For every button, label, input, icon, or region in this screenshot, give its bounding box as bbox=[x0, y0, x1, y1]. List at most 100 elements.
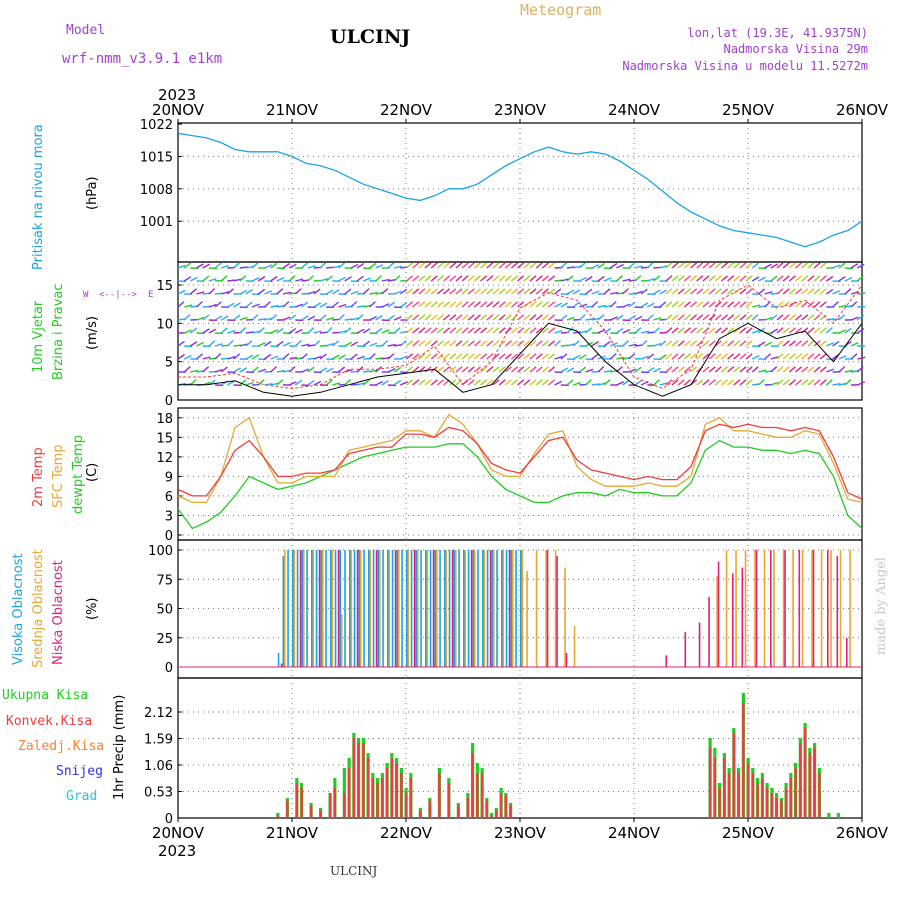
cloud-bar bbox=[358, 550, 361, 667]
wind-arrow bbox=[510, 327, 519, 334]
precip-bar bbox=[784, 788, 788, 818]
wind-arrow bbox=[665, 340, 673, 347]
wind-arrow bbox=[282, 342, 291, 347]
wind-arrow bbox=[819, 340, 827, 347]
wind-arrow bbox=[239, 316, 248, 321]
wind-arrow bbox=[739, 262, 747, 269]
temp-side-label-2: SFC Temp bbox=[51, 444, 66, 508]
wind-arrow bbox=[696, 314, 704, 321]
wind-arrow bbox=[671, 288, 679, 295]
cloud-side-label-2: Srednja Oblacnost bbox=[31, 549, 46, 668]
gridlines bbox=[178, 123, 862, 818]
wind-arrow bbox=[554, 380, 563, 386]
wind-arrow bbox=[523, 288, 531, 295]
wind-arrow bbox=[535, 301, 543, 308]
wind-arrow bbox=[344, 368, 353, 373]
precip-bar bbox=[319, 810, 322, 818]
wind-arrow bbox=[708, 353, 716, 360]
wind-arrow bbox=[430, 262, 438, 269]
precip-bar bbox=[476, 773, 479, 818]
precip-bar bbox=[723, 758, 726, 818]
precip-bar bbox=[708, 748, 712, 818]
wind-arrow bbox=[788, 262, 796, 269]
wind-arrow bbox=[838, 366, 846, 373]
wind-arrow bbox=[449, 327, 457, 334]
wind-arrow bbox=[295, 303, 304, 308]
wind-arrow bbox=[560, 278, 569, 282]
wind-arrow bbox=[758, 288, 766, 295]
wind-arrow bbox=[406, 340, 414, 347]
wind-arrow bbox=[616, 314, 624, 321]
wind-arrow bbox=[548, 288, 556, 295]
wind-arrow bbox=[467, 301, 475, 308]
wind-arrow bbox=[677, 314, 685, 321]
wind-arrow bbox=[634, 327, 642, 334]
wind-arrow bbox=[690, 314, 698, 321]
wind-arrow bbox=[498, 366, 506, 373]
footer-station: ULCINJ bbox=[330, 864, 378, 878]
cloud-bar bbox=[770, 550, 772, 667]
wind-arrow bbox=[659, 354, 667, 360]
wind-arrow bbox=[727, 314, 735, 321]
cloud-bar bbox=[341, 614, 343, 667]
wind-arrow bbox=[677, 327, 685, 334]
wind-arrow bbox=[683, 275, 691, 282]
wind-arrow bbox=[461, 353, 469, 360]
wind-arrow bbox=[579, 276, 587, 282]
altitude-label: Nadmorska Visina 29m bbox=[724, 42, 869, 56]
wind-arrow bbox=[338, 314, 345, 321]
wind-arrow bbox=[529, 340, 537, 347]
wind-arrow bbox=[585, 275, 593, 282]
wind-arrow bbox=[412, 275, 420, 282]
wind-arrow bbox=[801, 275, 809, 282]
wind-arrow bbox=[733, 301, 741, 308]
wind-arrow bbox=[467, 340, 475, 347]
x-tick-label-top: 20NOV bbox=[152, 101, 205, 119]
wind-arrow bbox=[560, 367, 569, 373]
wind-arrow bbox=[510, 275, 519, 282]
wind-arrow bbox=[813, 366, 821, 373]
wind-arrow bbox=[727, 340, 735, 347]
y-tick-label: 15 bbox=[156, 279, 173, 294]
wind-arrow bbox=[782, 366, 790, 373]
wind-arrow bbox=[603, 288, 611, 295]
wind-arrow bbox=[578, 314, 586, 321]
wind-arrow bbox=[548, 327, 556, 334]
wind-arrow bbox=[313, 380, 322, 386]
wind-arrow bbox=[683, 288, 691, 295]
wind-arrow bbox=[282, 353, 290, 360]
cloud-bar bbox=[716, 575, 718, 667]
wind-arrow bbox=[331, 301, 340, 308]
precip-bar bbox=[499, 793, 503, 818]
wind-arrow bbox=[319, 367, 328, 373]
wind-arrow bbox=[776, 301, 784, 308]
pressure-side-label: Pritisak na nivou mora bbox=[31, 124, 46, 270]
cloud-bar bbox=[665, 655, 668, 667]
wind-arrow bbox=[739, 275, 747, 282]
wind-arrow bbox=[208, 340, 216, 347]
wind-arrow bbox=[418, 301, 426, 308]
wind-arrow bbox=[807, 275, 815, 282]
wind-arrow bbox=[504, 340, 512, 347]
wind-arrow bbox=[412, 353, 420, 360]
wind-arrow bbox=[270, 382, 279, 386]
cloud-bar bbox=[334, 550, 337, 667]
wind-arrow bbox=[813, 314, 821, 321]
wind-arrow bbox=[264, 317, 273, 321]
precip-bar bbox=[347, 768, 351, 818]
wind-arrow bbox=[572, 289, 581, 295]
wind-arrow bbox=[387, 314, 395, 321]
wind-arrow bbox=[714, 340, 722, 347]
wind-arrow bbox=[461, 262, 469, 269]
wind-arrow bbox=[566, 367, 575, 373]
wind-arrow bbox=[350, 290, 359, 295]
wind-arrow bbox=[609, 353, 617, 360]
wind-arrow bbox=[850, 341, 859, 347]
cloud-bar bbox=[784, 550, 786, 667]
wind-arrow bbox=[486, 301, 494, 308]
wind-arrow bbox=[331, 340, 340, 347]
wind-arrow bbox=[572, 381, 582, 386]
wind-arrow bbox=[782, 379, 790, 386]
wind-arrow bbox=[813, 379, 821, 386]
wind-arrow bbox=[196, 353, 204, 360]
